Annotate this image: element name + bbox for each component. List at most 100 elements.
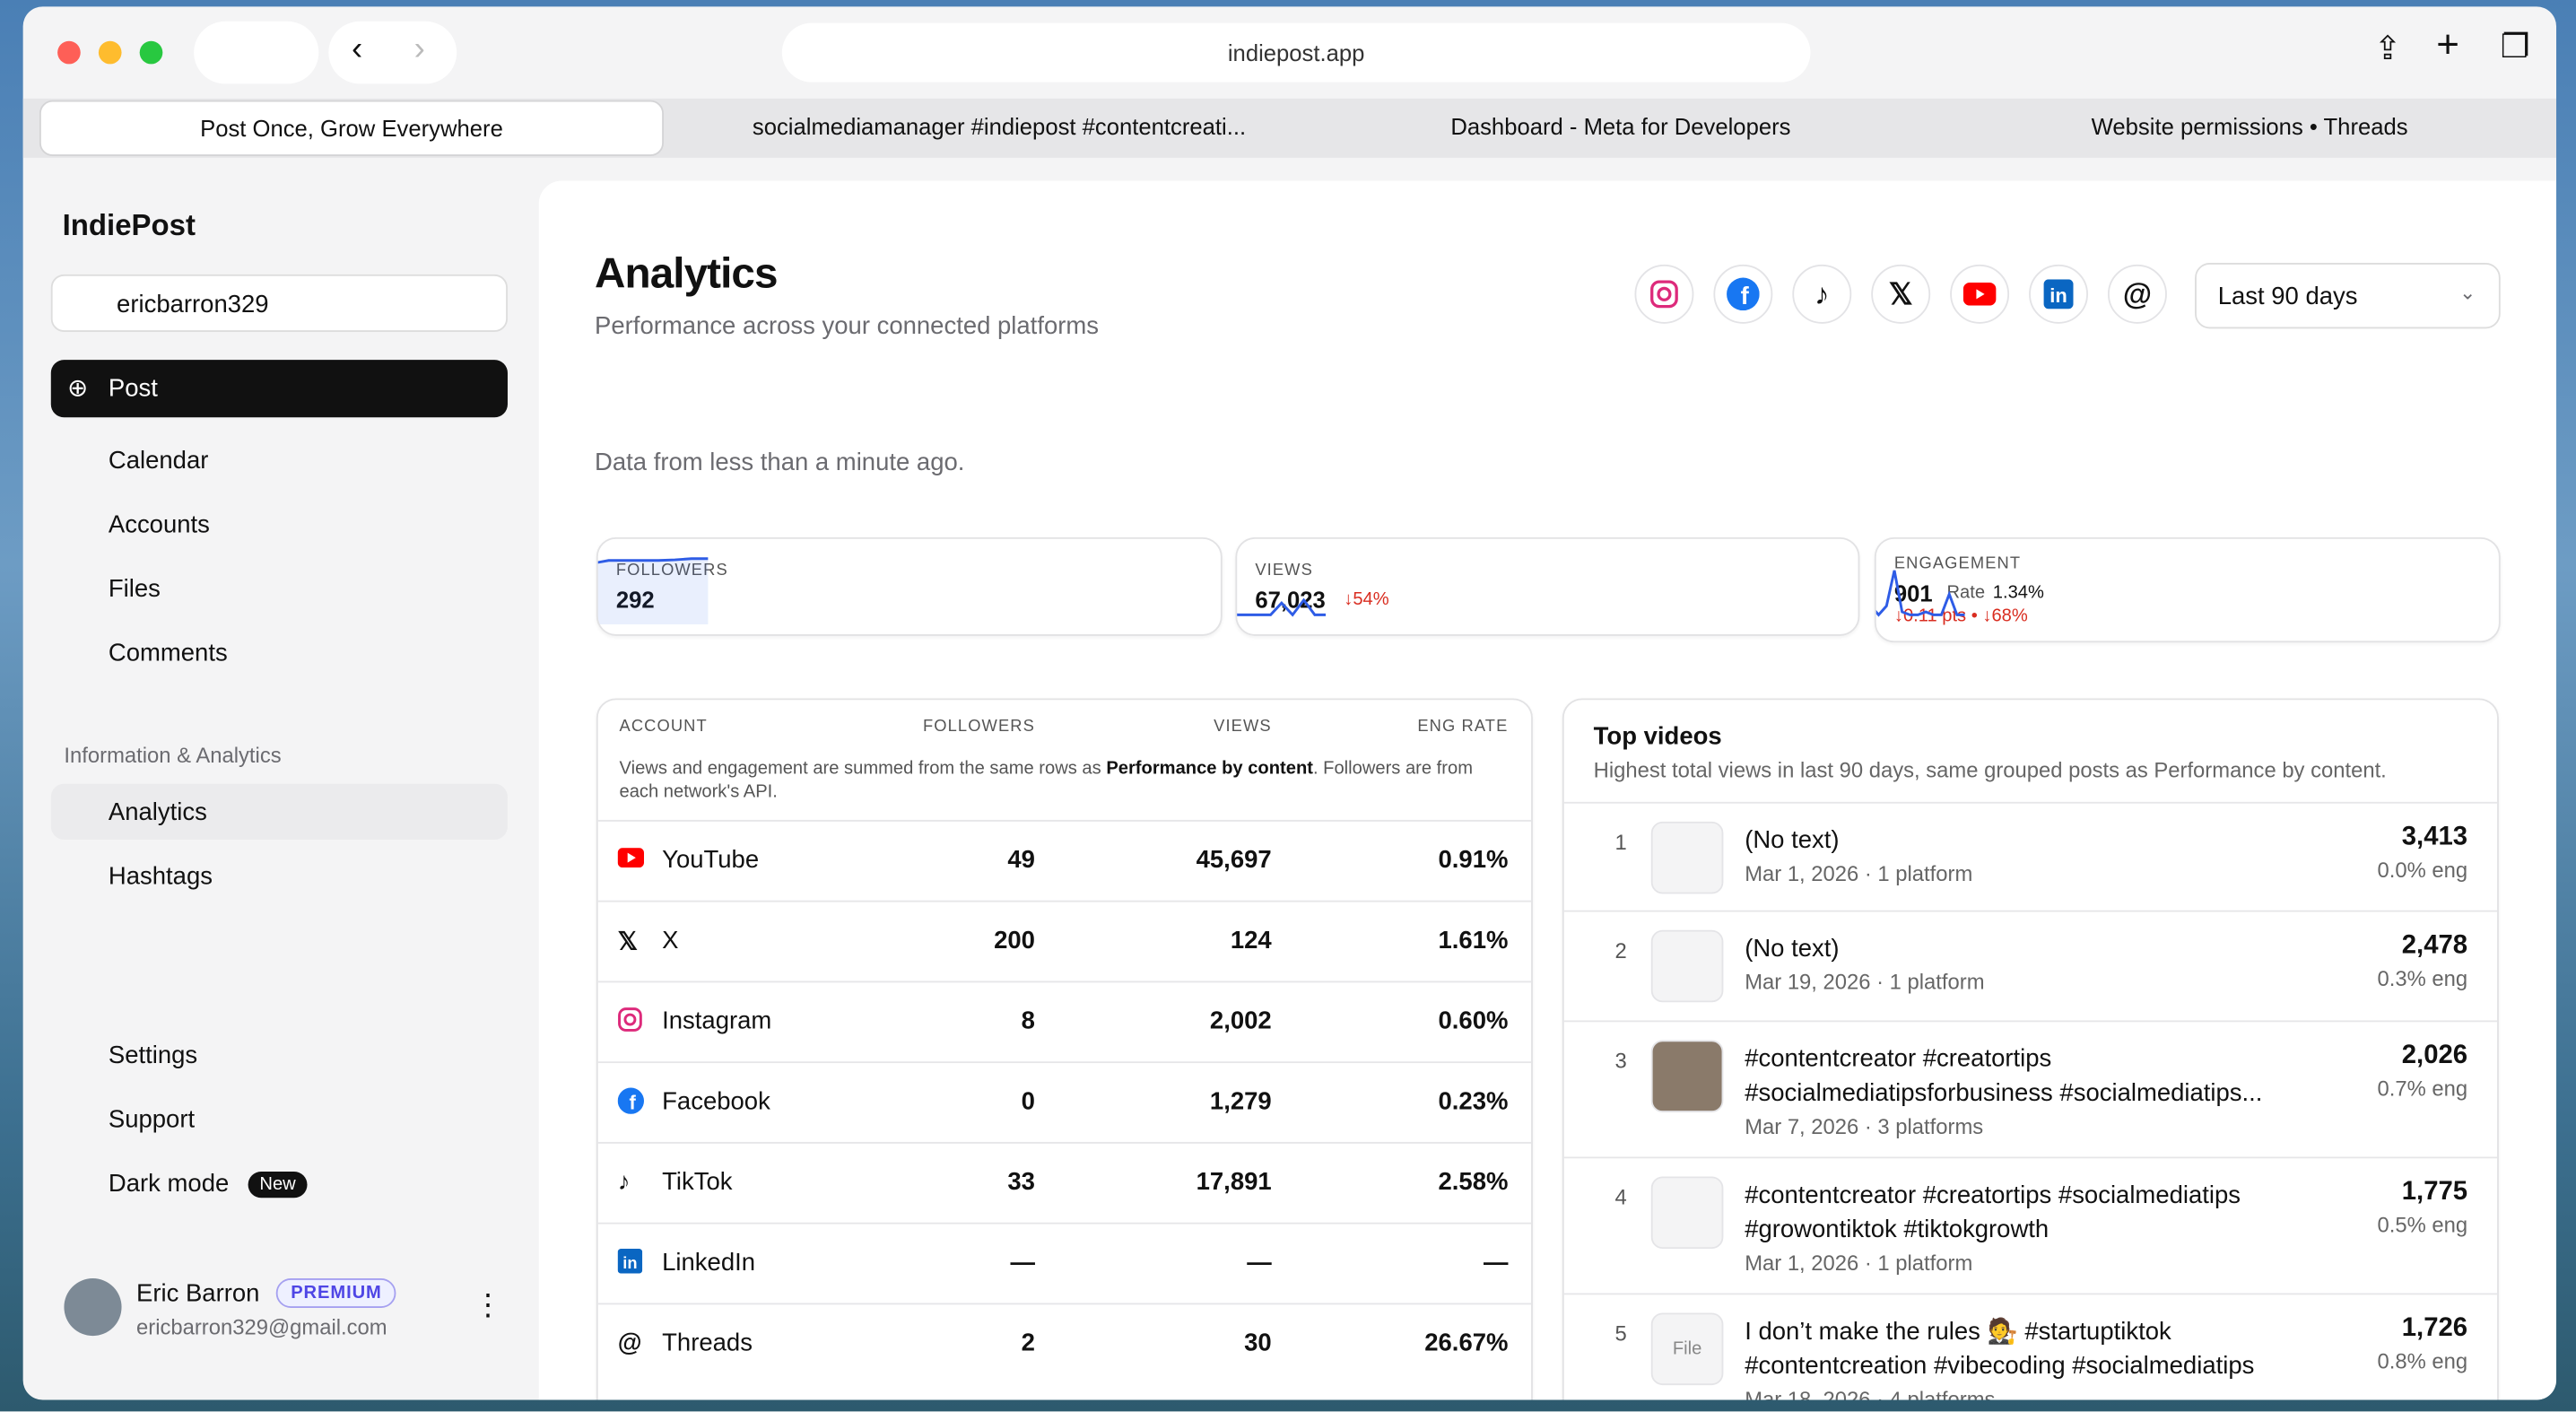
video-views: 2,478: [2401, 931, 2468, 960]
note-bold: Performance by content: [1106, 759, 1313, 780]
main: Analytics Performance across your connec…: [538, 180, 2557, 1400]
cell-number: 2.58%: [1438, 1168, 1509, 1197]
threads-filter[interactable]: @: [2107, 264, 2167, 324]
freshness: Data from less than a minute ago.: [595, 449, 965, 477]
account-name: YouTube: [662, 846, 760, 875]
minimize[interactable]: [98, 40, 122, 65]
sidebar-toggle[interactable]: [194, 21, 319, 84]
cell-number: 45,697: [1196, 846, 1272, 875]
tabs-overview[interactable]: ❐: [2500, 29, 2530, 66]
nav-active[interactable]: Analytics: [50, 783, 508, 840]
cell-number: 17,891: [1196, 1168, 1272, 1197]
video-views: 1,775: [2401, 1178, 2468, 1207]
stat-label: VIEWS: [1255, 562, 1313, 580]
cell-number: —: [1247, 1249, 1272, 1277]
nav-item[interactable]: Calendar: [108, 447, 209, 475]
platform-icon: in: [617, 1249, 643, 1282]
nav-item[interactable]: Hashtags: [108, 862, 213, 891]
nav-item[interactable]: Dark mode: [108, 1170, 230, 1198]
instagram-filter[interactable]: [1634, 264, 1694, 324]
nav-item[interactable]: Files: [108, 575, 161, 604]
menu[interactable]: ⋮: [473, 1287, 503, 1321]
cell-number: 0.60%: [1438, 1007, 1509, 1035]
tab-title[interactable]: socialmediamanager #indiepost #contentcr…: [752, 113, 1247, 140]
video-title: (No text): [1745, 826, 1840, 855]
account-name: X: [662, 927, 679, 955]
range-select[interactable]: Last 90 days ⌄: [2195, 263, 2501, 329]
browser-window: ‹ › indiepost.app ⇪ + ❐ Post Once, Grow E…: [22, 6, 2557, 1400]
thumbnail: [1650, 1040, 1724, 1113]
cell-number: 2,002: [1209, 1007, 1272, 1035]
cell-number: —: [1010, 1249, 1035, 1277]
new-tab[interactable]: +: [2436, 22, 2459, 68]
tab-title: Post Once, Grow Everywhere: [200, 115, 503, 142]
facebook-filter[interactable]: f: [1713, 264, 1773, 324]
cell-number: 1.61%: [1438, 927, 1509, 955]
cell-number: 0.23%: [1438, 1087, 1509, 1116]
nav-item[interactable]: Settings: [108, 1042, 198, 1070]
svg-text:f: f: [1741, 282, 1750, 309]
video-row[interactable]: 1 (No text) Mar 1, 2026 · 1 platform 3,413 0…: [1563, 801, 2498, 912]
cell-number: 0: [1021, 1087, 1035, 1116]
close[interactable]: [57, 40, 81, 65]
tiktok-filter[interactable]: ♪: [1792, 264, 1852, 324]
nav-item[interactable]: Accounts: [108, 510, 210, 539]
workspace-select[interactable]: ericbarron329: [50, 274, 508, 332]
zoom[interactable]: [139, 40, 163, 65]
tab-title[interactable]: Website permissions • Threads: [2091, 113, 2408, 140]
video-eng: 0.0% eng: [2377, 858, 2468, 883]
stat-card: ENGAGEMENT 901 Rate 1.34% ↓0.11 pts • ↓68%: [1874, 536, 2501, 643]
column-header: FOLLOWERS: [923, 718, 1035, 737]
cell-number: 1,279: [1209, 1087, 1272, 1116]
post-button[interactable]: ⊕ Post: [50, 360, 508, 418]
url: indiepost.app: [1227, 39, 1365, 66]
tab[interactable]: Post Once, Grow Everywhere: [39, 100, 664, 157]
cell-number: 0.91%: [1438, 846, 1509, 875]
thumbnail: [1650, 1176, 1724, 1250]
video-eng: 0.5% eng: [2377, 1212, 2468, 1238]
video-title: (No text): [1745, 935, 1840, 963]
nav-item[interactable]: Support: [108, 1105, 196, 1134]
stat-change: ↓54%: [1344, 589, 1389, 610]
linkedin-filter[interactable]: in: [2029, 264, 2089, 324]
card-title: Top videos: [1593, 722, 1722, 752]
share[interactable]: ⇪: [2373, 31, 2402, 68]
account-name: Instagram: [662, 1007, 772, 1035]
tab-title[interactable]: Dashboard - Meta for Developers: [1450, 113, 1791, 140]
video-eng: 0.8% eng: [2377, 1348, 2468, 1374]
account-row: YouTube 49 45,697 0.91%: [597, 819, 1532, 902]
stat-label: ENGAGEMENT: [1893, 555, 2022, 574]
plan-badge: PREMIUM: [275, 1278, 397, 1308]
platform-icon: [618, 1007, 642, 1041]
user-name: Eric Barron: [136, 1279, 260, 1308]
rank: 4: [1614, 1184, 1627, 1210]
user-email: ericbarron329@gmail.com: [136, 1314, 387, 1339]
badge: New: [248, 1171, 308, 1198]
rank: 1: [1614, 829, 1627, 855]
rank: 3: [1614, 1048, 1627, 1074]
subtitle: Performance across your connected platfo…: [595, 312, 1100, 341]
account-name: Threads: [662, 1329, 753, 1357]
youtube-filter[interactable]: [1950, 264, 2010, 324]
video-row[interactable]: 5 File I don’t make the rules 🧑‍⚖️ #startu…: [1563, 1293, 2498, 1400]
nav-buttons[interactable]: ‹ ›: [328, 21, 457, 84]
video-row[interactable]: 2 (No text) Mar 19, 2026 · 1 platform 2,478…: [1563, 910, 2498, 1023]
account-name: TikTok: [662, 1168, 733, 1197]
stat-card: FOLLOWERS 292: [596, 536, 1223, 636]
video-row[interactable]: 4 #contentcreator #creatortips #socialmed…: [1563, 1156, 2498, 1294]
rank: 2: [1614, 937, 1627, 963]
nav-item[interactable]: Comments: [108, 639, 228, 667]
account-row: in LinkedIn — — —: [597, 1222, 1532, 1305]
note-text: Views and engagement are summed from the…: [619, 759, 1107, 780]
nav-label: Post: [108, 374, 158, 403]
account-name: LinkedIn: [662, 1249, 756, 1277]
cell-number: 124: [1230, 927, 1272, 955]
svg-text:in: in: [2049, 284, 2067, 307]
platform-icon: ♪: [617, 1168, 631, 1197]
x-filter[interactable]: 𝕏: [1871, 264, 1931, 324]
address-bar[interactable]: indiepost.app: [781, 22, 1811, 83]
thumbnail: [1650, 929, 1724, 1003]
account-row: @ Threads 2 30 26.67%: [597, 1303, 1532, 1385]
accounts-card: ACCOUNT FOLLOWERS VIEWS ENG RATE Views and e…: [596, 698, 1533, 1400]
video-row[interactable]: 3 #contentcreator #creatortips #socialmed…: [1563, 1020, 2498, 1158]
